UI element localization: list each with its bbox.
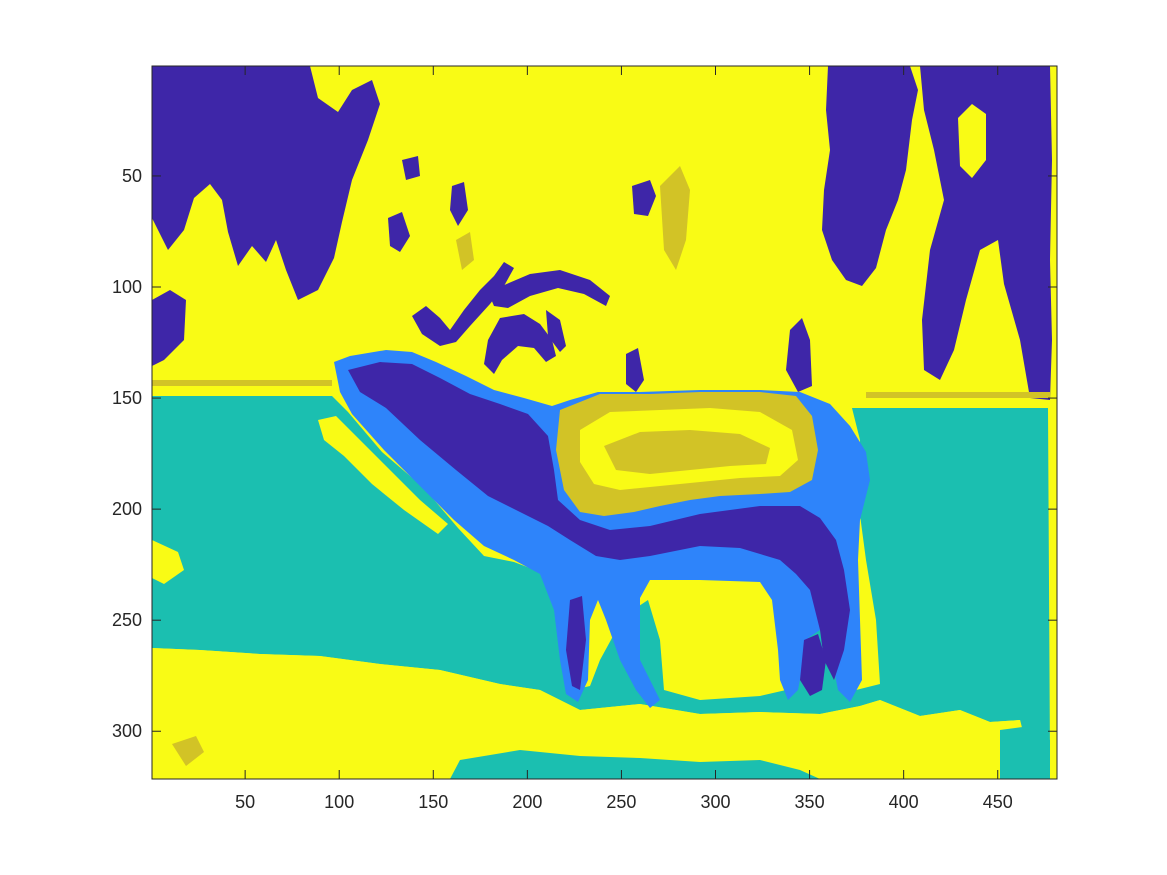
y-axis-ticks: 50 100 150 200 250 300 bbox=[112, 166, 1057, 741]
segment-darkblue-deer-inner bbox=[348, 362, 850, 680]
x-tick-label: 150 bbox=[418, 792, 448, 812]
y-tick-label: 200 bbox=[112, 499, 142, 519]
x-tick-label: 300 bbox=[700, 792, 730, 812]
segment-darkblue-top-left bbox=[152, 66, 380, 300]
segment-darkblue-antler-1 bbox=[412, 262, 514, 346]
segment-darkblue-deer-legs-back bbox=[800, 634, 826, 696]
segment-darkblue-deer-legs-front bbox=[566, 596, 586, 690]
segment-darkblue-left-strip bbox=[152, 290, 186, 366]
segment-yellow-reflection-left-small bbox=[152, 540, 184, 584]
segment-yellow-ground bbox=[152, 648, 1050, 779]
segment-yellow-reflection-left bbox=[318, 416, 448, 534]
y-tick-label: 100 bbox=[112, 277, 142, 297]
x-tick-label: 50 bbox=[235, 792, 255, 812]
x-tick-label: 250 bbox=[606, 792, 636, 812]
y-tick-label: 150 bbox=[112, 388, 142, 408]
segment-darkblue-trunk-mid-2 bbox=[626, 348, 644, 392]
segment-darkblue-trunk-mid bbox=[786, 318, 812, 392]
segment-cyan-ground-patch-2 bbox=[1000, 726, 1050, 779]
segment-darkblue-tree-mid bbox=[632, 180, 656, 216]
segmentation-image bbox=[152, 66, 1057, 779]
segment-olive-horizon-line bbox=[152, 380, 332, 386]
x-tick-label: 100 bbox=[324, 792, 354, 812]
x-axis-ticks: 50 100 150 200 250 300 350 400 450 bbox=[235, 66, 1013, 812]
segment-darkblue-center-spot-2 bbox=[450, 182, 468, 226]
segment-olive-horizon-line-right bbox=[866, 392, 1050, 398]
segment-yellow-hole-right bbox=[958, 104, 986, 178]
segment-olive-shade-2 bbox=[456, 232, 474, 270]
segment-darkblue-antler-4 bbox=[546, 310, 566, 352]
x-tick-label: 450 bbox=[983, 792, 1013, 812]
y-tick-label: 300 bbox=[112, 721, 142, 741]
y-tick-label: 250 bbox=[112, 610, 142, 630]
segment-darkblue-far-right bbox=[920, 66, 1052, 400]
segment-darkblue-antler-3 bbox=[484, 314, 556, 374]
x-tick-label: 200 bbox=[512, 792, 542, 812]
segment-olive-deer-back-inner bbox=[604, 430, 770, 474]
x-tick-label: 350 bbox=[795, 792, 825, 812]
segment-olive-ground-patch bbox=[172, 736, 204, 766]
axes-box bbox=[151, 65, 1058, 780]
y-tick-label: 50 bbox=[122, 166, 142, 186]
segment-darkblue-center-spot bbox=[388, 212, 410, 252]
segment-darkblue-spot-3 bbox=[402, 156, 420, 180]
segment-darkblue-antler-2 bbox=[488, 270, 610, 308]
segment-darkblue-upper-right-main bbox=[822, 66, 918, 286]
x-tick-label: 400 bbox=[889, 792, 919, 812]
segment-olive-shade-1 bbox=[660, 166, 690, 270]
segment-cyan-ground-patch-1 bbox=[450, 750, 820, 779]
